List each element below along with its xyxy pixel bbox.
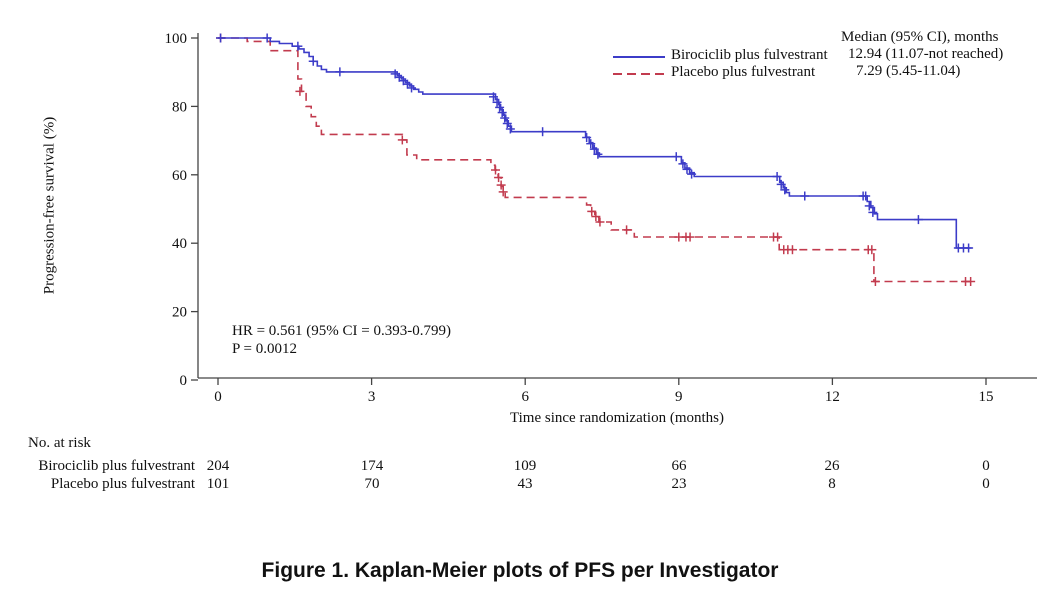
x-tick-label: 6 (521, 389, 529, 405)
risk-count: 43 (517, 476, 533, 492)
axes (197, 33, 1037, 379)
x-tick-label: 15 (979, 389, 994, 405)
risk-count: 8 (828, 476, 836, 492)
risk-count: 23 (671, 476, 687, 492)
risk-count: 0 (982, 476, 990, 492)
risk-count: 204 (206, 458, 230, 474)
x-tick-label: 0 (214, 389, 222, 405)
legend-label-placebo: Placebo plus fulvestrant (671, 64, 816, 80)
censor-marks-birociclib-plus-fulvestrant (216, 33, 974, 253)
median-value-birociclib: 12.94 (11.07-not reached) (848, 46, 1004, 62)
risk-count: 174 (360, 458, 384, 474)
series-placebo-plus-fulvestrant (216, 33, 976, 287)
x-tick-label: 9 (675, 389, 683, 405)
risk-row-label-placebo: Placebo plus fulvestrant (50, 476, 195, 492)
no-at-risk-title: No. at risk (28, 435, 91, 451)
risk-count: 66 (671, 458, 687, 474)
x-axis-ticks: 0 3 6 9 12 15 (214, 378, 994, 405)
censor-marks-placebo-plus-fulvestrant (216, 33, 976, 287)
y-tick-label: 0 (180, 373, 188, 389)
risk-count: 101 (206, 476, 230, 492)
risk-count: 26 (824, 458, 840, 474)
risk-count: 109 (513, 458, 537, 474)
y-tick-label: 80 (172, 99, 187, 115)
y-axis-title: Progression-free survival (%) (41, 116, 58, 295)
risk-count: 70 (364, 476, 380, 492)
x-tick-label: 3 (368, 389, 376, 405)
risk-count: 0 (982, 458, 990, 474)
risk-row-label-birociclib: Birociclib plus fulvestrant (38, 458, 195, 474)
series-birociclib-plus-fulvestrant (216, 33, 974, 253)
y-tick-label: 40 (172, 236, 187, 252)
median-header: Median (95% CI), months (841, 29, 999, 45)
median-value-placebo: 7.29 (5.45-11.04) (856, 63, 961, 79)
legend-line-placebo (613, 73, 665, 75)
y-axis-ticks: 0 20 40 60 80 100 (165, 31, 198, 389)
hazard-ratio-annotation: HR = 0.561 (95% CI = 0.393-0.799) (232, 323, 451, 339)
y-tick-label: 100 (165, 31, 188, 47)
y-tick-label: 20 (172, 305, 187, 321)
x-axis-title: Time since randomization (months) (510, 410, 724, 426)
y-tick-label: 60 (172, 168, 187, 184)
legend-line-birociclib (613, 56, 665, 58)
x-tick-label: 12 (825, 389, 840, 405)
p-value-annotation: P = 0.0012 (232, 341, 297, 357)
figure-caption: Figure 1. Kaplan-Meier plots of PFS per … (261, 559, 779, 582)
legend-label-birociclib: Birociclib plus fulvestrant (671, 47, 828, 63)
